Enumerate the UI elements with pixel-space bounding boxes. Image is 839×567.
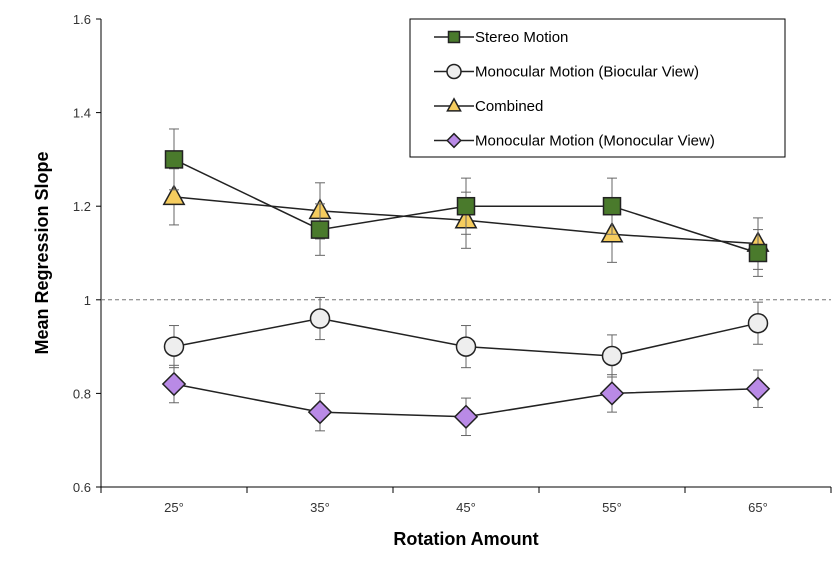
data-point bbox=[745, 376, 771, 401]
data-point bbox=[163, 336, 185, 357]
y-tick-label: 1.6 bbox=[73, 12, 91, 27]
legend-marker bbox=[447, 30, 461, 44]
legend-marker bbox=[446, 132, 462, 149]
y-tick-label: 0.8 bbox=[73, 386, 91, 401]
series-0 bbox=[164, 128, 768, 277]
y-tick-label: 1.2 bbox=[73, 199, 91, 214]
data-point bbox=[748, 243, 768, 263]
legend-label: Monocular Motion (Monocular View) bbox=[475, 133, 715, 150]
data-point bbox=[162, 184, 186, 206]
legend-marker bbox=[446, 97, 462, 112]
data-point bbox=[161, 371, 187, 397]
legend-item: Monocular Motion (Biocular View) bbox=[434, 64, 699, 81]
legend-item: Stereo Motion bbox=[434, 29, 568, 46]
data-point bbox=[453, 404, 479, 430]
series-3 bbox=[161, 364, 771, 437]
legend-box bbox=[409, 18, 786, 158]
data-point bbox=[599, 381, 625, 406]
data-point bbox=[456, 196, 476, 216]
series-group bbox=[161, 128, 771, 437]
legend-label: Monocular Motion (Biocular View) bbox=[475, 64, 699, 81]
y-tick-label: 1.4 bbox=[73, 106, 91, 121]
legend-item: Combined bbox=[434, 97, 543, 115]
data-point bbox=[310, 220, 330, 239]
legend-label: Stereo Motion bbox=[475, 29, 568, 46]
legend: Stereo Motion Monocular Motion (Biocular … bbox=[409, 18, 786, 158]
y-tick-label: 0.6 bbox=[73, 480, 91, 495]
data-point bbox=[455, 336, 477, 357]
x-axis-title: Rotation Amount bbox=[393, 529, 538, 549]
y-axis-title: Mean Regression Slope bbox=[32, 151, 52, 354]
axes: 0.6 0.8 1 1.2 1.4 1.6 25° 35° 45° 55° 65° bbox=[73, 12, 832, 515]
data-point bbox=[747, 312, 769, 334]
data-point bbox=[309, 308, 331, 329]
legend-label: Combined bbox=[475, 98, 543, 115]
series-1 bbox=[163, 296, 769, 378]
x-tick-label: 65° bbox=[748, 500, 768, 515]
y-tick-label: 1 bbox=[84, 293, 91, 308]
legend-marker bbox=[446, 63, 462, 80]
data-point bbox=[601, 345, 623, 367]
x-tick-label: 55° bbox=[602, 500, 622, 515]
legend-item: Monocular Motion (Monocular View) bbox=[434, 133, 715, 150]
x-tick-label: 45° bbox=[456, 500, 476, 515]
x-tick-label: 35° bbox=[310, 500, 330, 515]
x-tick-label: 25° bbox=[164, 500, 184, 515]
data-point bbox=[307, 399, 333, 425]
data-point bbox=[602, 196, 622, 216]
data-point bbox=[164, 150, 184, 169]
